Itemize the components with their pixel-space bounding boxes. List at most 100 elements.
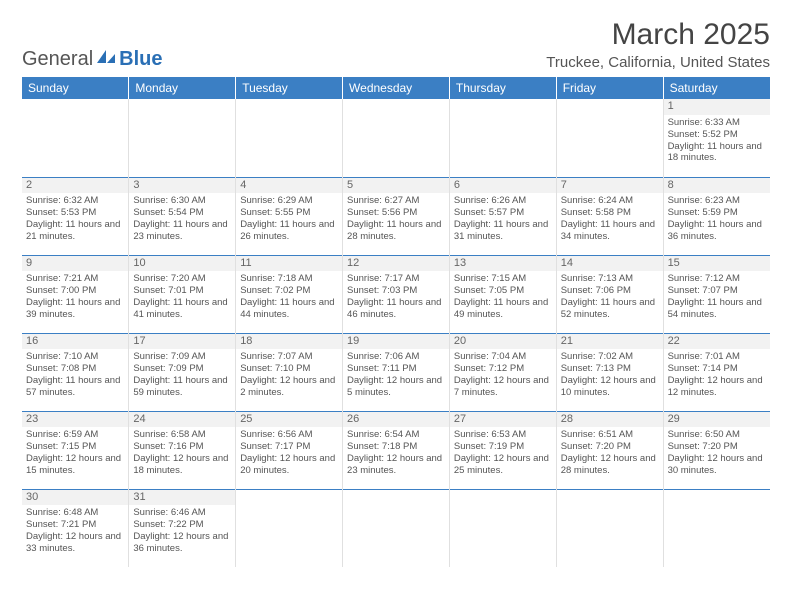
title-block: March 2025 Truckee, California, United S… (546, 18, 770, 71)
sunrise-line: Sunrise: 6:33 AM (668, 117, 766, 129)
calendar-day-cell: 28Sunrise: 6:51 AMSunset: 7:20 PMDayligh… (556, 411, 663, 489)
day-number: 15 (664, 256, 770, 272)
calendar-day-cell: 7Sunrise: 6:24 AMSunset: 5:58 PMDaylight… (556, 177, 663, 255)
calendar-week-row: ......1Sunrise: 6:33 AMSunset: 5:52 PMDa… (22, 99, 770, 177)
day-number: 13 (450, 256, 556, 272)
calendar-day-cell: . (556, 489, 663, 567)
calendar-day-cell: 25Sunrise: 6:56 AMSunset: 7:17 PMDayligh… (236, 411, 343, 489)
sunset-line: Sunset: 7:20 PM (668, 441, 766, 453)
weekday-header: Thursday (449, 77, 556, 99)
sunset-line: Sunset: 5:59 PM (668, 207, 766, 219)
daylight-line: Daylight: 12 hours and 18 minutes. (133, 453, 231, 477)
sunset-line: Sunset: 7:11 PM (347, 363, 445, 375)
sunrise-line: Sunrise: 7:17 AM (347, 273, 445, 285)
sunrise-line: Sunrise: 7:02 AM (561, 351, 659, 363)
daylight-line: Daylight: 11 hours and 39 minutes. (26, 297, 124, 321)
sunset-line: Sunset: 5:58 PM (561, 207, 659, 219)
daylight-line: Daylight: 12 hours and 12 minutes. (668, 375, 766, 399)
calendar-day-cell: 16Sunrise: 7:10 AMSunset: 7:08 PMDayligh… (22, 333, 129, 411)
sunrise-line: Sunrise: 7:04 AM (454, 351, 552, 363)
calendar-table: SundayMondayTuesdayWednesdayThursdayFrid… (22, 77, 770, 567)
sunset-line: Sunset: 7:03 PM (347, 285, 445, 297)
calendar-day-cell: 9Sunrise: 7:21 AMSunset: 7:00 PMDaylight… (22, 255, 129, 333)
sunset-line: Sunset: 7:00 PM (26, 285, 124, 297)
calendar-day-cell: 30Sunrise: 6:48 AMSunset: 7:21 PMDayligh… (22, 489, 129, 567)
calendar-day-cell: 24Sunrise: 6:58 AMSunset: 7:16 PMDayligh… (129, 411, 236, 489)
day-number: 31 (129, 490, 235, 506)
sunrise-line: Sunrise: 7:12 AM (668, 273, 766, 285)
calendar-day-cell: 6Sunrise: 6:26 AMSunset: 5:57 PMDaylight… (449, 177, 556, 255)
calendar-week-row: 9Sunrise: 7:21 AMSunset: 7:00 PMDaylight… (22, 255, 770, 333)
daylight-line: Daylight: 12 hours and 30 minutes. (668, 453, 766, 477)
sunrise-line: Sunrise: 6:24 AM (561, 195, 659, 207)
sunset-line: Sunset: 5:55 PM (240, 207, 338, 219)
calendar-day-cell: 12Sunrise: 7:17 AMSunset: 7:03 PMDayligh… (343, 255, 450, 333)
logo-text-blue: Blue (119, 48, 162, 71)
sunrise-line: Sunrise: 6:27 AM (347, 195, 445, 207)
day-number: 10 (129, 256, 235, 272)
daylight-line: Daylight: 11 hours and 57 minutes. (26, 375, 124, 399)
day-number: 5 (343, 178, 449, 194)
sunrise-line: Sunrise: 6:58 AM (133, 429, 231, 441)
page-header: General Blue March 2025 Truckee, Califor… (22, 18, 770, 71)
sunrise-line: Sunrise: 6:26 AM (454, 195, 552, 207)
sunrise-line: Sunrise: 6:23 AM (668, 195, 766, 207)
sunset-line: Sunset: 7:05 PM (454, 285, 552, 297)
calendar-day-cell: 17Sunrise: 7:09 AMSunset: 7:09 PMDayligh… (129, 333, 236, 411)
calendar-day-cell: . (663, 489, 770, 567)
day-number: 24 (129, 412, 235, 428)
calendar-header-row: SundayMondayTuesdayWednesdayThursdayFrid… (22, 77, 770, 99)
day-number: 4 (236, 178, 342, 194)
calendar-day-cell: . (343, 489, 450, 567)
calendar-day-cell: 14Sunrise: 7:13 AMSunset: 7:06 PMDayligh… (556, 255, 663, 333)
weekday-header: Saturday (663, 77, 770, 99)
logo: General Blue (22, 48, 163, 71)
daylight-line: Daylight: 11 hours and 31 minutes. (454, 219, 552, 243)
sunrise-line: Sunrise: 7:06 AM (347, 351, 445, 363)
sunset-line: Sunset: 7:13 PM (561, 363, 659, 375)
sunset-line: Sunset: 5:52 PM (668, 129, 766, 141)
calendar-week-row: 30Sunrise: 6:48 AMSunset: 7:21 PMDayligh… (22, 489, 770, 567)
calendar-day-cell: 5Sunrise: 6:27 AMSunset: 5:56 PMDaylight… (343, 177, 450, 255)
sunset-line: Sunset: 7:12 PM (454, 363, 552, 375)
calendar-day-cell: . (129, 99, 236, 177)
sunrise-line: Sunrise: 7:21 AM (26, 273, 124, 285)
calendar-day-cell: . (22, 99, 129, 177)
calendar-day-cell: 23Sunrise: 6:59 AMSunset: 7:15 PMDayligh… (22, 411, 129, 489)
daylight-line: Daylight: 11 hours and 36 minutes. (668, 219, 766, 243)
daylight-line: Daylight: 12 hours and 15 minutes. (26, 453, 124, 477)
sunset-line: Sunset: 7:01 PM (133, 285, 231, 297)
sunrise-line: Sunrise: 6:46 AM (133, 507, 231, 519)
weekday-header: Monday (129, 77, 236, 99)
logo-text-general: General (22, 48, 93, 71)
daylight-line: Daylight: 12 hours and 20 minutes. (240, 453, 338, 477)
sunrise-line: Sunrise: 6:32 AM (26, 195, 124, 207)
sunset-line: Sunset: 7:07 PM (668, 285, 766, 297)
sunrise-line: Sunrise: 6:54 AM (347, 429, 445, 441)
daylight-line: Daylight: 11 hours and 44 minutes. (240, 297, 338, 321)
sunset-line: Sunset: 5:56 PM (347, 207, 445, 219)
sunrise-line: Sunrise: 6:59 AM (26, 429, 124, 441)
calendar-day-cell: 29Sunrise: 6:50 AMSunset: 7:20 PMDayligh… (663, 411, 770, 489)
day-number: 23 (22, 412, 128, 428)
sunrise-line: Sunrise: 6:53 AM (454, 429, 552, 441)
daylight-line: Daylight: 11 hours and 34 minutes. (561, 219, 659, 243)
sunrise-line: Sunrise: 7:15 AM (454, 273, 552, 285)
daylight-line: Daylight: 12 hours and 5 minutes. (347, 375, 445, 399)
sunset-line: Sunset: 7:09 PM (133, 363, 231, 375)
sunrise-line: Sunrise: 6:50 AM (668, 429, 766, 441)
daylight-line: Daylight: 11 hours and 21 minutes. (26, 219, 124, 243)
day-number: 18 (236, 334, 342, 350)
sunset-line: Sunset: 7:22 PM (133, 519, 231, 531)
sunrise-line: Sunrise: 7:20 AM (133, 273, 231, 285)
daylight-line: Daylight: 12 hours and 25 minutes. (454, 453, 552, 477)
sunrise-line: Sunrise: 6:56 AM (240, 429, 338, 441)
sunset-line: Sunset: 7:17 PM (240, 441, 338, 453)
daylight-line: Daylight: 11 hours and 52 minutes. (561, 297, 659, 321)
calendar-day-cell: 19Sunrise: 7:06 AMSunset: 7:11 PMDayligh… (343, 333, 450, 411)
sunrise-line: Sunrise: 6:48 AM (26, 507, 124, 519)
sunset-line: Sunset: 7:16 PM (133, 441, 231, 453)
sunset-line: Sunset: 7:19 PM (454, 441, 552, 453)
day-number: 25 (236, 412, 342, 428)
calendar-day-cell: 22Sunrise: 7:01 AMSunset: 7:14 PMDayligh… (663, 333, 770, 411)
